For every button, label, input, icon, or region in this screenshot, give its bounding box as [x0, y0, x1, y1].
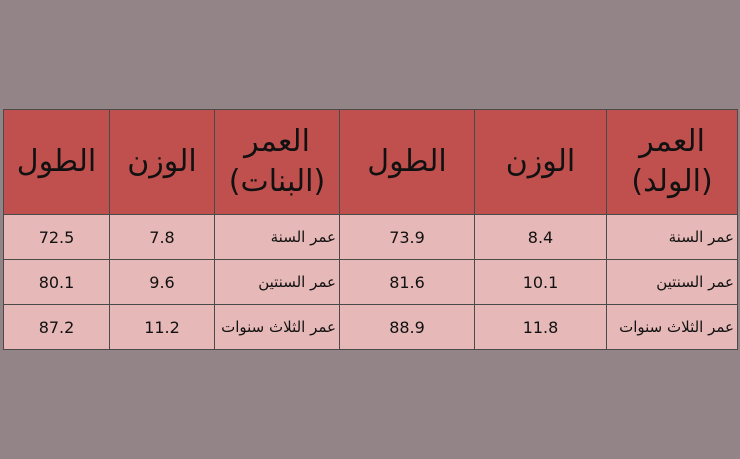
boys-age-cell: عمر الثلاث سنوات — [606, 304, 738, 350]
header-girls-age: العمر (البنات) — [214, 109, 340, 215]
header-boys-height: الطول — [339, 109, 475, 215]
header-boys-weight: الوزن — [474, 109, 607, 215]
header-boys-age: العمر (الولد) — [606, 109, 738, 215]
header-boys-age-line-1: العمر — [639, 124, 705, 159]
table-row: 80.1 9.6 عمر السنتين 81.6 10.1 عمر السنت… — [3, 259, 738, 305]
table-row: 72.5 7.8 عمر السنة 73.9 8.4 عمر السنة — [3, 214, 738, 260]
girls-weight-cell: 7.8 — [109, 214, 215, 260]
boys-weight-cell: 8.4 — [474, 214, 607, 260]
table-row: 87.2 11.2 عمر الثلاث سنوات 88.9 11.8 عمر… — [3, 304, 738, 350]
girls-weight-cell: 11.2 — [109, 304, 215, 350]
boys-weight-cell: 10.1 — [474, 259, 607, 305]
header-girls-age-line-2: (البنات) — [228, 164, 326, 199]
girls-height-cell: 80.1 — [3, 259, 110, 305]
header-girls-age-line-1: العمر — [244, 124, 310, 159]
boys-age-cell: عمر السنة — [606, 214, 738, 260]
girls-weight-cell: 9.6 — [109, 259, 215, 305]
girls-age-cell: عمر السنة — [214, 214, 340, 260]
girls-height-cell: 87.2 — [3, 304, 110, 350]
header-girls-weight: الوزن — [109, 109, 215, 215]
girls-age-cell: عمر السنتين — [214, 259, 340, 305]
growth-table: الطول الوزن العمر (البنات) الطول الوزن ا… — [3, 109, 738, 350]
boys-weight-cell: 11.8 — [474, 304, 607, 350]
girls-height-cell: 72.5 — [3, 214, 110, 260]
boys-height-cell: 88.9 — [339, 304, 475, 350]
header-boys-age-line-2: (الولد) — [631, 164, 713, 199]
header-girls-height: الطول — [3, 109, 110, 215]
girls-age-cell: عمر الثلاث سنوات — [214, 304, 340, 350]
boys-age-cell: عمر السنتين — [606, 259, 738, 305]
boys-height-cell: 73.9 — [339, 214, 475, 260]
boys-height-cell: 81.6 — [339, 259, 475, 305]
header-row: الطول الوزن العمر (البنات) الطول الوزن ا… — [3, 109, 738, 215]
